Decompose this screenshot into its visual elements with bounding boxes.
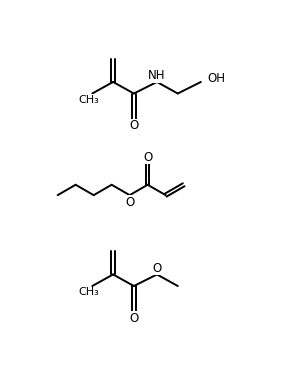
Text: O: O bbox=[152, 262, 162, 275]
Text: O: O bbox=[143, 150, 152, 164]
Text: CH₃: CH₃ bbox=[79, 287, 100, 297]
Text: O: O bbox=[129, 119, 138, 132]
Text: OH: OH bbox=[207, 72, 225, 85]
Text: O: O bbox=[129, 312, 138, 325]
Text: CH₃: CH₃ bbox=[79, 94, 100, 105]
Text: NH: NH bbox=[148, 69, 166, 82]
Text: O: O bbox=[125, 196, 134, 208]
